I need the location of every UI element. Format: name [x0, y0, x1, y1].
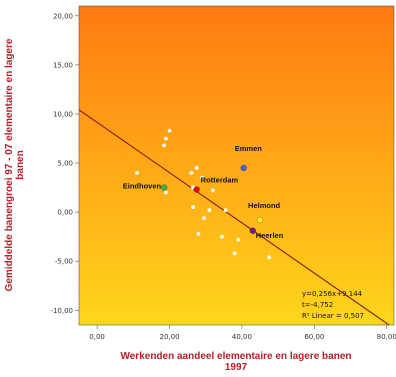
data-point: [236, 237, 241, 242]
x-tick-label: 0,00: [89, 333, 105, 341]
data-point: [202, 216, 206, 220]
x-tick-label: 40,00: [232, 333, 252, 341]
data-point: [191, 205, 195, 210]
fit-annotation: R² Linear = 0,507: [302, 312, 364, 320]
data-point: [189, 170, 194, 175]
data-point: [223, 208, 228, 213]
y-axis-title-line2: banen: [15, 150, 26, 179]
data-point: [220, 234, 224, 239]
point-label-rotterdam: Rotterdam: [201, 176, 239, 185]
fit-annotation: y=0,256x+9,144: [302, 290, 363, 298]
point-label-heerlen: Heerlen: [256, 231, 284, 240]
data-point: [211, 188, 215, 193]
regression-line: [79, 109, 391, 325]
labeled-point-rotterdam: [193, 186, 200, 193]
data-point: [267, 255, 271, 260]
data-point: [232, 251, 237, 256]
data-point: [200, 175, 205, 180]
y-tick-label: -10,00: [50, 307, 73, 315]
labeled-point-eindhoven: [160, 184, 168, 191]
data-point: [207, 208, 212, 213]
y-axis-title-line1: Gemiddelde banengroei 97 - 07 elementair…: [4, 38, 15, 291]
labeled-point-emmen: [240, 164, 247, 172]
x-axis-title-line2: 1997: [225, 362, 248, 373]
x-axis-title-line1: Werkenden aandeel elementaire en lagere …: [120, 351, 351, 362]
plot-area: [78, 5, 395, 326]
y-tick-label: 15,00: [53, 61, 73, 69]
labeled-point-heerlen: [249, 227, 256, 234]
data-point: [135, 170, 139, 175]
y-tick-label: -5,00: [55, 258, 73, 266]
point-label-emmen: Emmen: [235, 144, 263, 153]
y-tick-label: 5,00: [57, 160, 73, 168]
point-label-helmond: Helmond: [248, 201, 281, 210]
y-tick-label: 0,00: [57, 209, 73, 217]
x-tick-label: 60,00: [304, 333, 324, 341]
point-label-eindhoven: Eindhoven: [123, 182, 162, 191]
x-tick-label: 20,00: [159, 333, 179, 341]
data-point: [167, 128, 172, 133]
labeled-point-helmond: [256, 216, 264, 224]
data-point: [196, 231, 201, 236]
y-tick-label: 20,00: [53, 12, 73, 20]
data-point: [163, 136, 168, 141]
data-point: [162, 143, 166, 148]
fit-annotation: t=-4,752: [302, 301, 333, 309]
data-point: [163, 190, 168, 195]
y-tick-label: 10,00: [53, 110, 73, 118]
x-tick-label: 80,00: [377, 333, 396, 341]
data-point: [194, 166, 199, 170]
